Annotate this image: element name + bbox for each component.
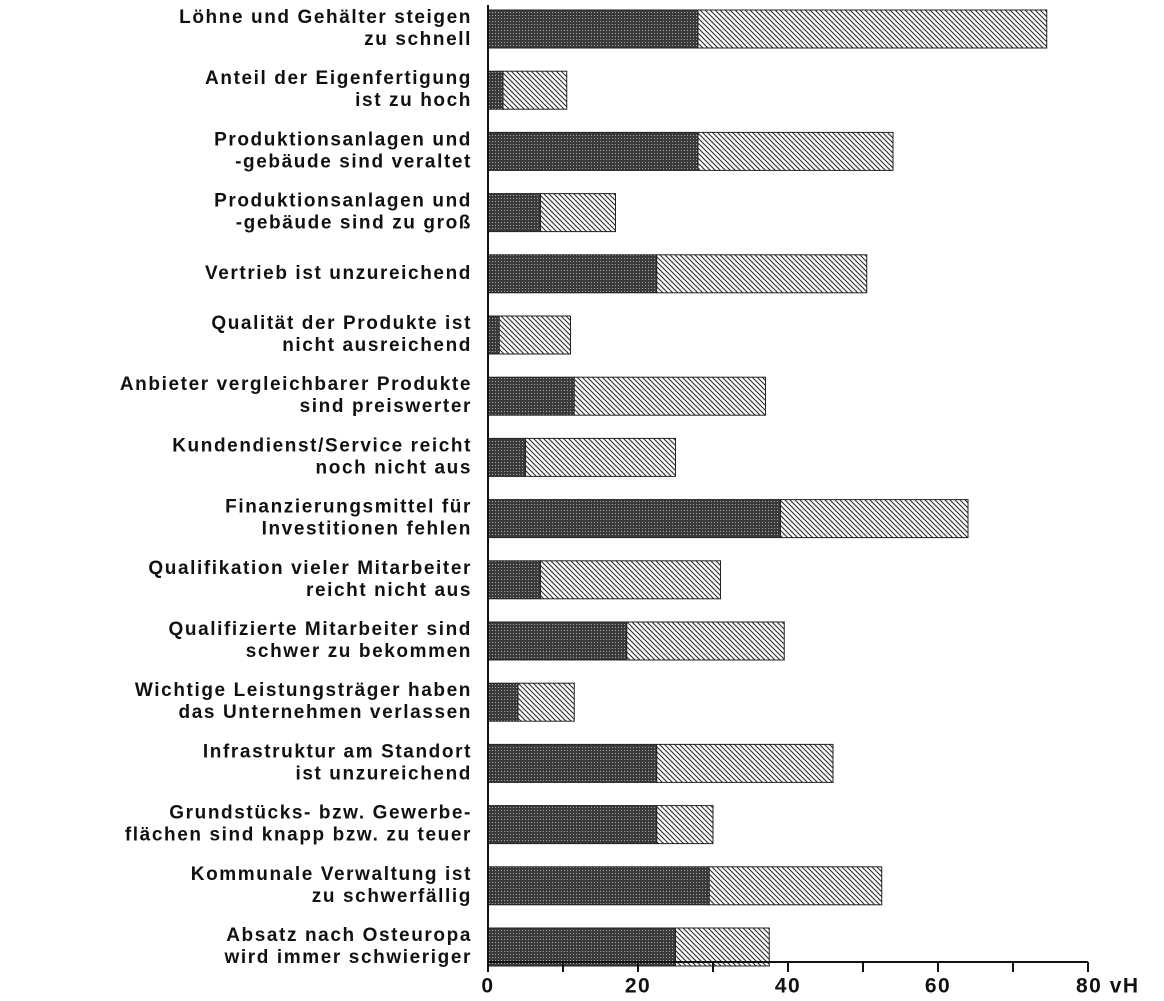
x-tick-label: 40 xyxy=(775,975,801,998)
category-label: Anteil der Eigenfertigung ist zu hoch xyxy=(205,68,472,111)
bar-segment xyxy=(573,376,766,416)
bar-segment xyxy=(656,805,714,845)
x-tick-label: 20 xyxy=(625,975,651,998)
category-label: Anbieter vergleichbarer Produkte sind pre… xyxy=(120,374,472,417)
category-line: Wichtige Leistungsträger haben xyxy=(135,680,472,701)
category-label: Kundendienst/Service reicht noch nicht au… xyxy=(172,435,472,478)
bar-segment xyxy=(626,621,785,661)
category-line: nicht ausreichend xyxy=(282,335,472,356)
category-line: wird immer schwieriger xyxy=(224,947,472,968)
category-label: Vertrieb ist unzureichend xyxy=(205,263,472,284)
bar-segment xyxy=(675,927,770,967)
category-line: ist unzureichend xyxy=(295,763,472,784)
bar-segment xyxy=(780,499,969,539)
category-line: Grundstücks- bzw. Gewerbe- xyxy=(169,803,472,824)
bar-segment xyxy=(487,682,519,722)
category-line: Absatz nach Osteuropa xyxy=(226,925,472,946)
category-line: -gebäude sind zu groß xyxy=(236,213,472,234)
bar-segment xyxy=(487,193,541,233)
bar-segment xyxy=(487,866,710,906)
category-line: noch nicht aus xyxy=(316,457,472,478)
bar-segment xyxy=(487,805,658,845)
category-label: Infrastruktur am Standort ist unzureichen… xyxy=(203,741,472,784)
bar-segment xyxy=(540,193,616,233)
bar-segment xyxy=(525,437,676,477)
category-label: Absatz nach Osteuropa wird immer schwieri… xyxy=(224,925,472,968)
x-tick-label: 0 xyxy=(481,975,494,998)
category-label: Qualität der Produkte ist nicht ausreiche… xyxy=(211,313,472,356)
bar-segment xyxy=(487,254,658,294)
bar-segment xyxy=(487,621,628,661)
category-line: zu schnell xyxy=(364,29,472,50)
bar-segment xyxy=(487,9,699,49)
category-line: Qualifikation vieler Mitarbeiter xyxy=(148,558,472,579)
category-label: Qualifizierte Mitarbeiter sind schwer zu … xyxy=(169,619,473,662)
bar-segment xyxy=(487,437,526,477)
category-line: sind preiswerter xyxy=(300,396,472,417)
bar-segment xyxy=(697,131,894,171)
category-label: Qualifikation vieler Mitarbeiter reicht n… xyxy=(148,558,472,601)
category-line: reicht nicht aus xyxy=(306,580,472,601)
bar-segment xyxy=(487,131,699,171)
category-line: Vertrieb ist unzureichend xyxy=(205,263,472,284)
category-line: ist zu hoch xyxy=(355,90,472,111)
bar-segment xyxy=(656,254,868,294)
bar-segment xyxy=(487,743,658,783)
category-line: schwer zu bekommen xyxy=(246,641,472,662)
category-line: Produktionsanlagen und xyxy=(214,191,472,212)
category-line: Kundendienst/Service reicht xyxy=(172,435,472,456)
category-label: Grundstücks- bzw. Gewerbe-flächen sind k… xyxy=(125,803,472,846)
category-line: Kommunale Verwaltung ist xyxy=(191,864,472,885)
bar-segment xyxy=(708,866,883,906)
category-label: Produktionsanlagen und -gebäude sind vera… xyxy=(214,129,472,172)
bar-segment xyxy=(517,682,575,722)
bar-segment xyxy=(487,70,504,110)
category-line: Löhne und Gehälter steigen xyxy=(179,7,472,28)
category-line: Produktionsanlagen und xyxy=(214,129,472,150)
bar-segment xyxy=(487,927,676,967)
category-line: Investitionen fehlen xyxy=(262,519,472,540)
category-label: Wichtige Leistungsträger haben das Untern… xyxy=(135,680,472,723)
x-tick-label: 80 vH xyxy=(1076,975,1140,998)
category-line: das Unternehmen verlassen xyxy=(179,702,472,723)
bar-segment xyxy=(697,9,1048,49)
bar-segment xyxy=(487,560,541,600)
bar-segment xyxy=(540,560,721,600)
category-line: Anteil der Eigenfertigung xyxy=(205,68,472,89)
category-line: Finanzierungsmittel für xyxy=(225,497,472,518)
category-line: Infrastruktur am Standort xyxy=(203,741,472,762)
category-label: Kommunale Verwaltung ist zu schwerfällig xyxy=(191,864,472,907)
category-label: Löhne und Gehälter steigen zu schnell xyxy=(179,7,472,50)
category-label: Finanzierungsmittel für Investitionen feh… xyxy=(225,497,472,540)
category-label: Produktionsanlagen und -gebäude sind zu g… xyxy=(214,191,472,234)
category-line: Qualität der Produkte ist xyxy=(211,313,472,334)
category-line: Anbieter vergleichbarer Produkte xyxy=(120,374,472,395)
category-line: -gebäude sind veraltet xyxy=(235,151,472,172)
category-line: zu schwerfällig xyxy=(312,886,472,907)
x-tick-label: 60 xyxy=(925,975,951,998)
category-line: flächen sind knapp bzw. zu teuer xyxy=(125,825,472,846)
bar-segment xyxy=(487,376,575,416)
bar-segment xyxy=(487,499,781,539)
category-line: Qualifizierte Mitarbeiter sind xyxy=(169,619,473,640)
bar-segment xyxy=(498,315,571,355)
bar-segment xyxy=(487,315,500,355)
bar-segment xyxy=(502,70,568,110)
bar-segment xyxy=(656,743,834,783)
